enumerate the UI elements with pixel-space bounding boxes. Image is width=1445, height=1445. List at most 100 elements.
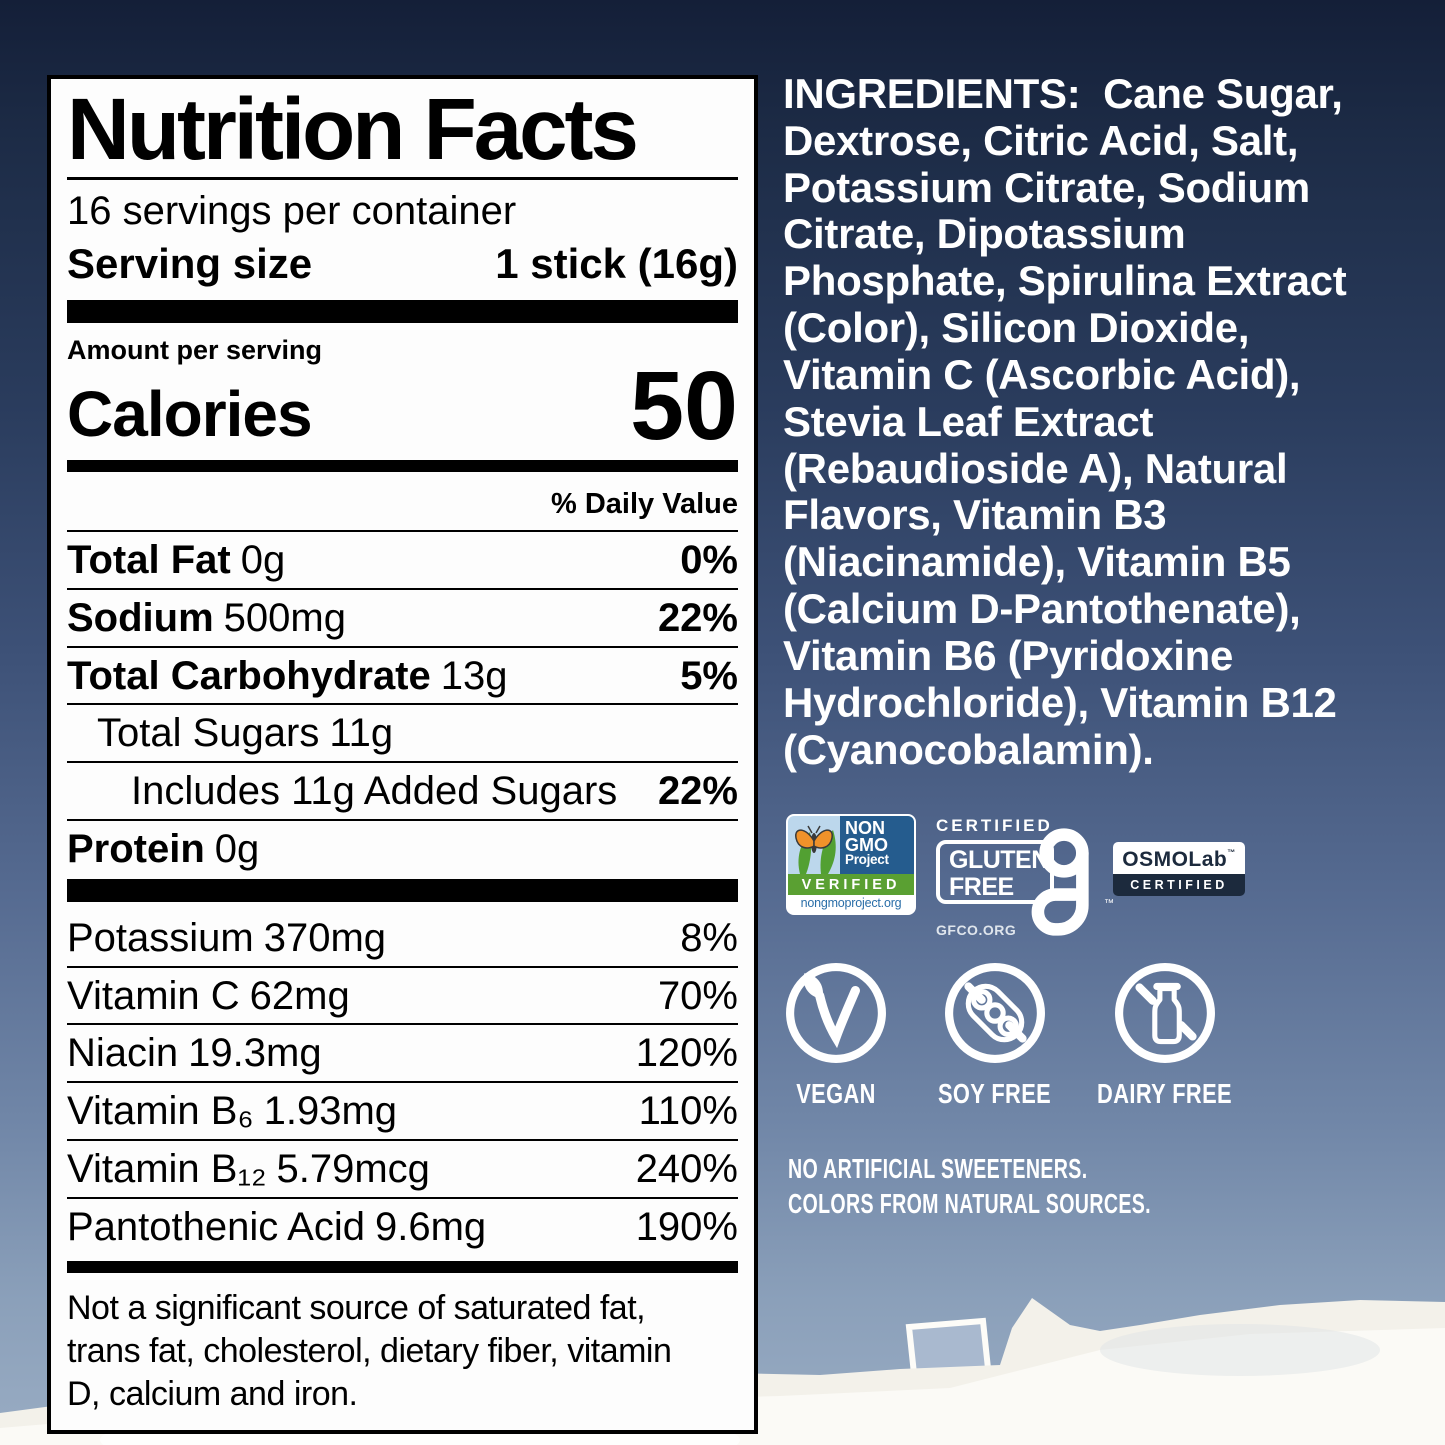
non-gmo-url: nongmoproject.org <box>788 895 914 913</box>
soy-free-label: SOY FREE <box>938 1078 1052 1109</box>
nutrient-name: Sodium <box>67 595 214 640</box>
claims-text: NO ARTIFICIAL SWEETENERS. COLORS FROM NA… <box>788 1152 1151 1221</box>
divider <box>67 1196 738 1199</box>
nutrient-name: Protein <box>67 826 205 871</box>
nutrient-row-sodium: Sodium 500mg 22% <box>67 590 738 646</box>
nutrient-name: Includes 11g Added Sugars <box>131 769 618 814</box>
nutrient-dv: 70% <box>657 973 738 1018</box>
osmolab-certified-bar: CERTIFIED <box>1113 874 1245 896</box>
medium-divider <box>67 1260 738 1273</box>
nutrient-amount: 1.93mg <box>263 1089 398 1134</box>
gfco-g-icon <box>1031 828 1089 936</box>
nutrition-facts-panel: Nutrition Facts 16 servings per containe… <box>47 75 758 1435</box>
certified-gluten-free-badge: CERTIFIED GLUTEN FREE ™ GFCO.ORG <box>936 816 1114 938</box>
serving-size-value: 1 stick (16g) <box>495 240 738 288</box>
gf-org-text: GFCO.ORG <box>936 922 1017 938</box>
gf-word-free: FREE <box>949 873 1014 901</box>
nutrient-name: Total Fat <box>67 538 231 582</box>
osmolab-certified-badge: OSMOLab™ CERTIFIED <box>1113 842 1245 896</box>
nutrient-dv: 240% <box>635 1146 738 1191</box>
gf-certified-text: CERTIFIED <box>936 816 1053 835</box>
nutrient-row-pantothenic-acid: Pantothenic Acid 9.6mg 190% <box>67 1199 738 1255</box>
nutrient-dv: 22% <box>657 595 738 640</box>
nutrient-row-added-sugars: Includes 11g Added Sugars 22% <box>67 763 738 819</box>
nutrient-name: Pantothenic Acid <box>67 1204 365 1249</box>
nutrient-amount: 62mg <box>249 973 350 1018</box>
nutrient-row-vitamin-b12: Vitamin B₁₂ 5.79mcg 240% <box>67 1141 738 1197</box>
dairy-free-label: DAIRY FREE <box>1097 1078 1233 1109</box>
divider <box>67 703 738 706</box>
vegan-label: VEGAN <box>796 1078 876 1109</box>
soy-free-mark: SOY FREE <box>910 962 1080 1110</box>
nutrient-name: Vitamin B₆ <box>67 1089 254 1134</box>
nutrient-amount: 0g <box>214 826 260 871</box>
nutrient-dv: 8% <box>680 915 738 960</box>
nutrient-dv: 110% <box>638 1089 738 1134</box>
claim-colors-natural-sources: COLORS FROM NATURAL SOURCES. <box>788 1187 1151 1219</box>
dairy-free-mark: DAIRY FREE <box>1080 962 1250 1110</box>
nutrient-dv: 120% <box>635 1031 738 1076</box>
nutrient-name: Total Sugars <box>97 711 320 756</box>
nutrient-amount: 11g <box>329 711 394 756</box>
gf-trademark: ™ <box>1104 898 1114 909</box>
ice-shading <box>1100 1324 1380 1376</box>
medium-divider <box>67 460 738 472</box>
osmolab-trademark: ™ <box>1227 848 1236 857</box>
vegan-mark: VEGAN <box>751 962 921 1110</box>
osmolab-name: OSMOLab <box>1122 848 1228 871</box>
nutrient-amount: 19.3mg <box>188 1031 322 1076</box>
nutrient-row-carbohydrate: Total Carbohydrate 13g 5% <box>67 648 738 704</box>
label-footnote: Not a significant source of saturated fa… <box>67 1288 672 1413</box>
divider <box>67 645 738 648</box>
nutrient-amount: 370mg <box>263 915 387 960</box>
non-gmo-verified-bar: VERIFIED <box>788 874 914 895</box>
nutrient-row-niacin: Niacin 19.3mg 120% <box>67 1025 738 1081</box>
nutrient-row-protein: Protein 0g <box>67 821 738 877</box>
non-gmo-project-badge: NON GMO Project VERIFIED nongmoproject.o… <box>786 814 916 915</box>
gf-box: GLUTEN FREE <box>936 840 1054 904</box>
non-gmo-line1: NON <box>845 818 885 838</box>
divider <box>67 818 738 821</box>
divider <box>67 1138 738 1141</box>
nutrient-name: Vitamin B₁₂ <box>67 1146 267 1191</box>
nutrient-name: Niacin <box>67 1031 179 1076</box>
nutrition-facts-title: Nutrition Facts <box>67 81 639 178</box>
nutrient-name: Potassium <box>67 915 254 960</box>
nutrient-amount: 13g <box>440 653 508 698</box>
non-gmo-line2: GMO <box>845 835 888 856</box>
nutrient-dv: 0% <box>680 538 738 582</box>
calories-row: Calories 50 <box>67 358 738 454</box>
daily-value-header: % Daily Value <box>551 488 738 520</box>
divider <box>67 761 738 764</box>
nutrient-row-vitamin-b6: Vitamin B₆ 1.93mg 110% <box>67 1083 738 1139</box>
nutrient-amount: 5.79mcg <box>276 1146 430 1191</box>
divider <box>67 1081 738 1084</box>
thick-divider <box>67 878 738 902</box>
divider <box>67 177 738 181</box>
claim-no-artificial-sweeteners: NO ARTIFICIAL SWEETENERS. <box>788 1153 1088 1184</box>
ingredients-text: INGREDIENTS: Cane Sugar, Dextrose, Citri… <box>783 70 1347 773</box>
vegan-icon <box>786 963 886 1063</box>
nutrient-dv: 5% <box>680 653 738 698</box>
nutrient-name: Vitamin C <box>67 973 240 1018</box>
nutrient-dv: 22% <box>657 769 738 814</box>
non-gmo-butterfly-icon <box>788 816 840 874</box>
nutrient-row-total-sugars: Total Sugars 11g <box>67 705 738 761</box>
amount-per-serving-label: Amount per serving <box>67 335 323 366</box>
divider <box>67 587 738 590</box>
nutrient-dv: 190% <box>635 1204 738 1249</box>
servings-per-container: 16 servings per container <box>67 189 517 234</box>
nutrient-amount: 9.6mg <box>375 1204 487 1249</box>
thick-divider <box>67 300 738 324</box>
divider <box>67 1023 738 1026</box>
divider <box>67 530 738 532</box>
nutrient-name: Total Carbohydrate <box>67 653 431 698</box>
calories-label: Calories <box>67 378 313 450</box>
nutrient-row-potassium: Potassium 370mg 8% <box>67 910 738 966</box>
dairy-free-icon <box>1115 963 1215 1063</box>
soy-free-icon <box>945 963 1045 1063</box>
nutrient-row-total-fat: Total Fat 0g 0% <box>67 532 738 588</box>
serving-size-label: Serving size <box>67 240 313 288</box>
non-gmo-line3: Project <box>845 852 889 868</box>
nutrient-amount: 500mg <box>223 595 346 640</box>
